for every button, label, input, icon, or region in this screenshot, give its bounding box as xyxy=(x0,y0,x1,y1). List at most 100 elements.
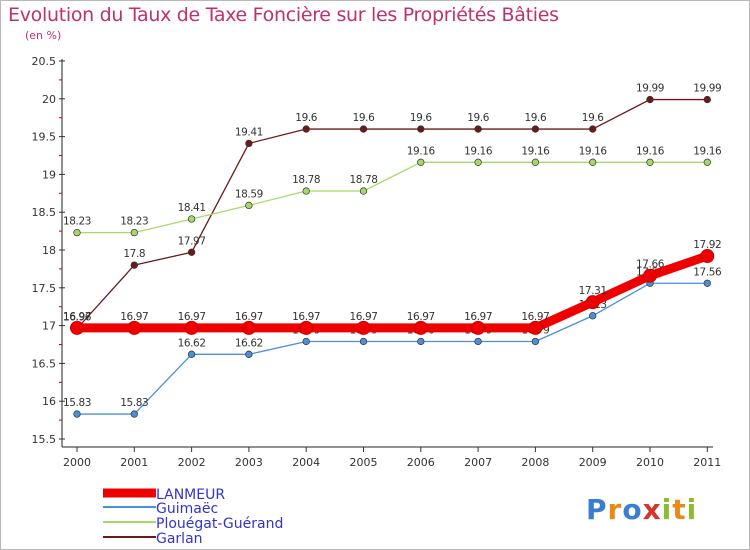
x-tick-label: 2000 xyxy=(63,456,91,469)
data-label-garlan: 19.41 xyxy=(235,126,263,138)
y-tick-label: 19 xyxy=(42,168,56,181)
data-point-lanmeur xyxy=(585,295,600,310)
y-tick-label: 16.5 xyxy=(32,357,57,370)
data-label-garlan: 19.6 xyxy=(295,112,317,124)
data-label-lanmeur: 16.97 xyxy=(63,311,91,323)
x-tick-label: 2011 xyxy=(693,456,721,469)
chart-subtitle: (en %) xyxy=(25,29,62,42)
data-label-plouegat-guerand: 18.23 xyxy=(63,216,91,228)
logo-letter: P xyxy=(586,493,608,526)
data-point-guimaec xyxy=(187,350,196,358)
data-point-garlan xyxy=(646,95,654,104)
data-label-plouegat-guerand: 19.16 xyxy=(636,145,665,157)
data-label-garlan: 17.97 xyxy=(178,235,206,247)
data-label-lanmeur: 16.97 xyxy=(349,311,377,323)
data-label-plouegat-guerand: 18.41 xyxy=(178,202,206,214)
data-point-garlan xyxy=(703,95,711,104)
logo-letter: i xyxy=(661,493,673,526)
x-tick-label: 2004 xyxy=(292,456,320,469)
data-point-guimaec xyxy=(474,337,482,346)
data-point-garlan xyxy=(589,125,597,133)
data-label-guimaec: 15.83 xyxy=(63,397,91,409)
chart-title: Evolution du Taux de Taxe Foncière sur l… xyxy=(8,4,559,26)
data-label-lanmeur: 16.97 xyxy=(521,311,549,323)
logo-letter: x xyxy=(642,493,662,526)
data-point-lanmeur xyxy=(241,320,256,335)
data-point-plouegat-guerand xyxy=(73,228,81,237)
data-label-lanmeur: 16.97 xyxy=(178,311,206,323)
data-point-guimaec xyxy=(130,410,138,418)
data-point-lanmeur xyxy=(471,320,486,335)
data-point-garlan xyxy=(187,248,196,256)
data-point-lanmeur xyxy=(700,249,715,264)
data-label-guimaec: 16.62 xyxy=(178,337,206,349)
data-label-garlan: 19.99 xyxy=(693,83,721,95)
logo-letter: i xyxy=(686,493,698,526)
data-point-garlan xyxy=(302,125,310,133)
data-label-lanmeur: 17.92 xyxy=(693,239,721,251)
data-point-plouegat-guerand xyxy=(417,158,425,166)
data-label-garlan: 17.8 xyxy=(123,248,145,260)
y-tick-label: 20 xyxy=(42,93,56,106)
legend-label-lanmeur: LANMEUR xyxy=(156,487,225,503)
x-tick-label: 2006 xyxy=(407,456,435,469)
data-label-guimaec: 16.62 xyxy=(235,337,263,349)
data-point-plouegat-guerand xyxy=(302,187,310,195)
data-point-guimaec xyxy=(73,410,81,418)
data-point-plouegat-guerand xyxy=(531,158,540,166)
data-label-garlan: 19.99 xyxy=(636,83,664,95)
data-label-plouegat-guerand: 19.16 xyxy=(693,145,722,157)
data-point-plouegat-guerand xyxy=(703,158,711,166)
x-tick-label: 2005 xyxy=(350,456,378,469)
data-label-plouegat-guerand: 19.16 xyxy=(579,145,608,157)
data-point-garlan xyxy=(417,125,425,133)
data-label-lanmeur: 17.31 xyxy=(579,285,607,297)
logo-letter: r xyxy=(607,493,623,526)
data-label-garlan: 19.6 xyxy=(410,112,432,124)
data-point-lanmeur xyxy=(356,320,371,335)
data-point-plouegat-guerand xyxy=(187,215,196,223)
data-point-lanmeur xyxy=(528,320,543,335)
series-line-garlan xyxy=(76,98,708,330)
data-point-lanmeur xyxy=(70,320,84,335)
data-label-lanmeur: 17.66 xyxy=(636,259,665,271)
logo-letter: o xyxy=(622,493,643,526)
y-tick-label: 18 xyxy=(42,244,56,257)
data-label-garlan: 19.6 xyxy=(525,112,547,124)
data-label-plouegat-guerand: 18.59 xyxy=(235,188,263,200)
data-label-plouegat-guerand: 19.16 xyxy=(464,145,493,157)
y-tick-label: 19.5 xyxy=(32,131,57,144)
logo-letter: t xyxy=(672,493,687,526)
data-label-plouegat-guerand: 19.16 xyxy=(521,145,550,157)
y-tick-label: 17 xyxy=(42,320,56,333)
series-line-plouegat-guerand xyxy=(76,161,708,234)
data-label-lanmeur: 16.97 xyxy=(235,311,263,323)
data-point-plouegat-guerand xyxy=(359,187,368,195)
x-tick-label: 2002 xyxy=(178,456,206,469)
data-label-garlan: 16.96 xyxy=(63,312,92,324)
data-label-lanmeur: 16.97 xyxy=(464,311,492,323)
data-point-guimaec xyxy=(245,350,253,358)
x-tick-label: 2009 xyxy=(579,456,607,469)
y-tick-label: 18.5 xyxy=(32,206,57,219)
data-label-plouegat-guerand: 19.16 xyxy=(407,145,436,157)
data-label-garlan: 19.6 xyxy=(467,112,489,124)
data-point-lanmeur xyxy=(299,320,314,335)
data-label-guimaec: 17.56 xyxy=(693,266,722,278)
data-point-guimaec xyxy=(359,337,368,346)
data-label-lanmeur: 16.97 xyxy=(292,311,320,323)
data-label-garlan: 19.6 xyxy=(353,112,375,124)
data-point-plouegat-guerand xyxy=(646,158,654,166)
data-point-garlan xyxy=(531,125,540,133)
legend-label-garlan: Garlan xyxy=(156,531,203,547)
data-label-garlan: 19.6 xyxy=(582,112,604,124)
x-tick-label: 2008 xyxy=(521,456,549,469)
data-label-guimaec: 15.83 xyxy=(120,397,148,409)
data-point-guimaec xyxy=(302,337,310,346)
data-point-lanmeur xyxy=(643,268,657,283)
data-point-lanmeur xyxy=(413,320,428,335)
series-line-guimaec xyxy=(76,282,708,415)
data-label-lanmeur: 16.97 xyxy=(407,311,435,323)
x-tick-label: 2003 xyxy=(235,456,263,469)
